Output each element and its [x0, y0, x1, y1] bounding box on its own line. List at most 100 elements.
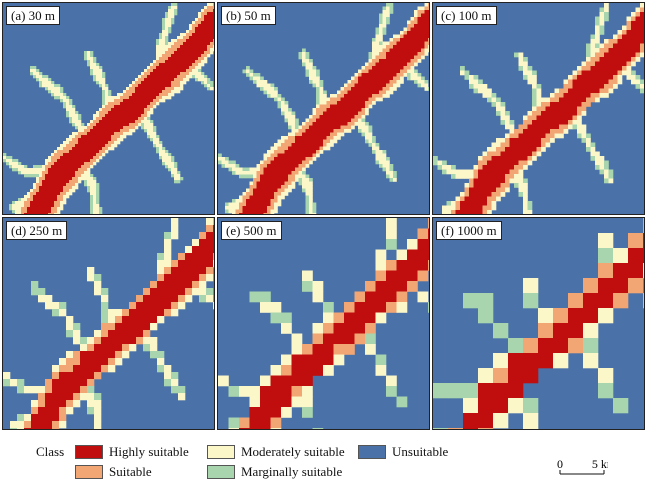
panel-label: (c) 100 m [436, 6, 497, 25]
raster-cell [473, 187, 479, 193]
raster-cell [263, 153, 268, 158]
raster-cell [84, 165, 88, 169]
raster-cell [99, 153, 103, 157]
raster-cell [192, 239, 200, 247]
raster-cell [496, 138, 501, 143]
raster-cell [36, 183, 40, 187]
raster-cell [162, 156, 166, 160]
raster-cell [150, 111, 154, 115]
raster-cell [622, 61, 627, 67]
raster-cell [235, 171, 240, 175]
raster-cell [90, 174, 94, 178]
raster-cell [375, 260, 387, 271]
raster-cell [129, 114, 133, 118]
raster-cell [527, 133, 533, 139]
raster-cell [545, 106, 551, 112]
raster-cell [198, 42, 202, 46]
raster-cell [51, 195, 55, 199]
legend-swatch [75, 465, 103, 479]
raster-cell [448, 383, 464, 399]
raster-cell [379, 13, 383, 18]
raster-cell [407, 59, 411, 63]
raster-cell [136, 330, 144, 338]
raster-cell [414, 62, 418, 67]
raster-cell [57, 147, 61, 151]
raster-cell [389, 80, 394, 84]
raster-cell [38, 414, 46, 422]
raster-cell [389, 10, 394, 14]
raster-cell [101, 351, 109, 359]
raster-cell [178, 260, 186, 268]
raster-cell [400, 66, 404, 70]
raster-cell [274, 181, 278, 186]
raster-cell [305, 181, 310, 186]
raster-cell [302, 396, 313, 408]
raster-cell [496, 147, 501, 152]
raster-cell [626, 34, 632, 40]
raster-cell [396, 270, 408, 282]
raster-cell [595, 151, 600, 157]
raster-cell [590, 52, 596, 58]
raster-cell [527, 142, 533, 148]
raster-cell [39, 168, 43, 172]
raster-cell [111, 99, 115, 103]
raster-cell [256, 195, 261, 200]
raster-cell [180, 36, 184, 40]
raster-cell [111, 138, 115, 142]
raster-cell [207, 54, 211, 58]
raster-cell [330, 125, 334, 130]
raster-cell [344, 104, 348, 109]
raster-cell [446, 169, 452, 175]
raster-cell [105, 87, 109, 91]
raster-cell [201, 24, 205, 28]
raster-cell [132, 99, 136, 103]
raster-cell [523, 129, 528, 134]
raster-cell [505, 147, 510, 152]
raster-cell [72, 159, 76, 163]
raster-cell [45, 201, 49, 205]
raster-cell [164, 267, 172, 275]
raster-cell [162, 21, 166, 25]
raster-cell [267, 160, 271, 165]
raster-cell [195, 60, 199, 64]
raster-cell [288, 171, 292, 175]
raster-cell [60, 198, 64, 202]
raster-cell [365, 139, 369, 144]
raster-cell [256, 209, 261, 214]
raster-cell [206, 232, 214, 240]
raster-cell [159, 156, 163, 160]
raster-cell [581, 75, 587, 80]
raster-cell [162, 66, 166, 70]
raster-cell [640, 48, 644, 53]
raster-cell [372, 66, 376, 70]
raster-cell [253, 192, 257, 196]
raster-cell [284, 108, 289, 112]
raster-cell [260, 185, 264, 189]
raster-cell [316, 111, 320, 116]
raster-cell [96, 126, 100, 130]
raster-cell [136, 309, 144, 317]
raster-cell [59, 309, 67, 317]
raster-cell [17, 386, 25, 394]
raster-cell [207, 78, 211, 82]
raster-cell [123, 96, 127, 100]
raster-cell [6, 159, 10, 163]
raster-cell [396, 281, 408, 292]
raster-cell [400, 59, 404, 63]
raster-cell [536, 147, 542, 152]
raster-cell [36, 168, 40, 172]
raster-cell [631, 79, 636, 85]
raster-cell [577, 75, 582, 80]
raster-cell [478, 428, 494, 429]
raster-cell [382, 10, 387, 14]
raster-cell [99, 207, 103, 211]
raster-cell [114, 144, 118, 148]
raster-cell [144, 72, 148, 76]
raster-cell [347, 104, 352, 109]
raster-cell [201, 36, 205, 40]
raster-cell [126, 123, 130, 127]
raster-cell [75, 153, 79, 157]
raster-cell [81, 126, 85, 130]
raster-cell [626, 25, 632, 31]
raster-cell [372, 146, 376, 151]
